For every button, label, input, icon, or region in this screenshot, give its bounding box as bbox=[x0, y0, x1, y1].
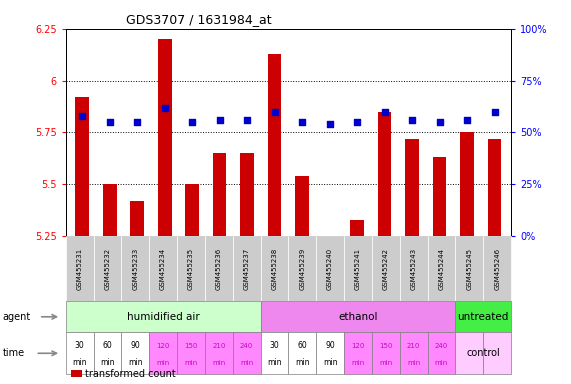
Point bbox=[380, 109, 389, 115]
Bar bbox=[185, 184, 199, 236]
Text: GSM455246: GSM455246 bbox=[494, 248, 500, 290]
Text: ethanol: ethanol bbox=[338, 312, 377, 322]
Text: 210: 210 bbox=[212, 343, 226, 349]
Text: GSM455244: GSM455244 bbox=[439, 248, 444, 290]
Point bbox=[270, 109, 279, 115]
Text: 240: 240 bbox=[435, 343, 448, 349]
Text: GSM455232: GSM455232 bbox=[104, 248, 110, 290]
Text: 30: 30 bbox=[270, 341, 279, 350]
Text: 240: 240 bbox=[240, 343, 253, 349]
Point bbox=[160, 104, 169, 111]
Text: GSM455245: GSM455245 bbox=[467, 248, 472, 290]
Text: GSM455240: GSM455240 bbox=[327, 248, 333, 290]
Bar bbox=[130, 201, 144, 236]
Text: humidified air: humidified air bbox=[127, 312, 199, 322]
Point bbox=[435, 119, 444, 125]
Bar bbox=[377, 112, 392, 236]
Point bbox=[187, 119, 196, 125]
Text: 60: 60 bbox=[297, 341, 307, 350]
Text: min: min bbox=[184, 359, 198, 366]
Bar bbox=[433, 157, 447, 236]
Text: min: min bbox=[156, 359, 170, 366]
Text: GSM455238: GSM455238 bbox=[271, 248, 278, 290]
Text: min: min bbox=[379, 359, 392, 366]
Text: 120: 120 bbox=[156, 343, 170, 349]
Text: min: min bbox=[295, 358, 309, 367]
Text: GSM455243: GSM455243 bbox=[411, 248, 417, 290]
Text: min: min bbox=[73, 358, 87, 367]
Text: min: min bbox=[323, 358, 337, 367]
Point bbox=[105, 119, 114, 125]
Text: agent: agent bbox=[3, 312, 31, 322]
Bar bbox=[350, 220, 364, 236]
Text: 60: 60 bbox=[103, 341, 112, 350]
Point bbox=[463, 117, 472, 123]
Text: GSM455235: GSM455235 bbox=[188, 248, 194, 290]
Text: min: min bbox=[100, 358, 115, 367]
Point bbox=[408, 117, 417, 123]
Point bbox=[490, 109, 499, 115]
Text: GSM455239: GSM455239 bbox=[299, 248, 305, 290]
Bar bbox=[323, 236, 336, 242]
Text: min: min bbox=[435, 359, 448, 366]
Point bbox=[352, 119, 361, 125]
Text: GSM455241: GSM455241 bbox=[355, 248, 361, 290]
Text: min: min bbox=[212, 359, 226, 366]
Text: GSM455237: GSM455237 bbox=[244, 248, 250, 290]
Text: min: min bbox=[407, 359, 420, 366]
Text: 90: 90 bbox=[325, 341, 335, 350]
Point bbox=[297, 119, 307, 125]
Text: time: time bbox=[3, 348, 25, 358]
Point bbox=[78, 113, 87, 119]
Point bbox=[132, 119, 142, 125]
Text: 150: 150 bbox=[379, 343, 392, 349]
Text: 90: 90 bbox=[130, 341, 140, 350]
Point bbox=[243, 117, 252, 123]
Point bbox=[215, 117, 224, 123]
Bar bbox=[405, 139, 419, 236]
Text: 120: 120 bbox=[351, 343, 365, 349]
Text: min: min bbox=[351, 359, 364, 366]
Text: GSM455231: GSM455231 bbox=[77, 248, 83, 290]
Text: 150: 150 bbox=[184, 343, 198, 349]
Text: 210: 210 bbox=[407, 343, 420, 349]
Bar bbox=[158, 39, 171, 236]
Text: GDS3707 / 1631984_at: GDS3707 / 1631984_at bbox=[126, 13, 271, 26]
Bar bbox=[295, 176, 309, 236]
Bar bbox=[268, 54, 282, 236]
Text: GSM455233: GSM455233 bbox=[132, 248, 138, 290]
Text: min: min bbox=[128, 358, 143, 367]
Bar bbox=[103, 184, 116, 236]
Text: transformed count: transformed count bbox=[85, 369, 176, 379]
Bar bbox=[240, 153, 254, 236]
Bar bbox=[488, 139, 501, 236]
Text: min: min bbox=[267, 358, 282, 367]
Text: GSM455234: GSM455234 bbox=[160, 248, 166, 290]
Text: GSM455236: GSM455236 bbox=[216, 248, 222, 290]
Text: 30: 30 bbox=[75, 341, 85, 350]
Bar bbox=[460, 132, 474, 236]
Text: min: min bbox=[240, 359, 253, 366]
Bar bbox=[75, 97, 89, 236]
Point bbox=[325, 121, 334, 127]
Bar bbox=[213, 153, 227, 236]
Text: control: control bbox=[467, 348, 500, 358]
Text: GSM455242: GSM455242 bbox=[383, 248, 389, 290]
Text: untreated: untreated bbox=[457, 312, 509, 322]
